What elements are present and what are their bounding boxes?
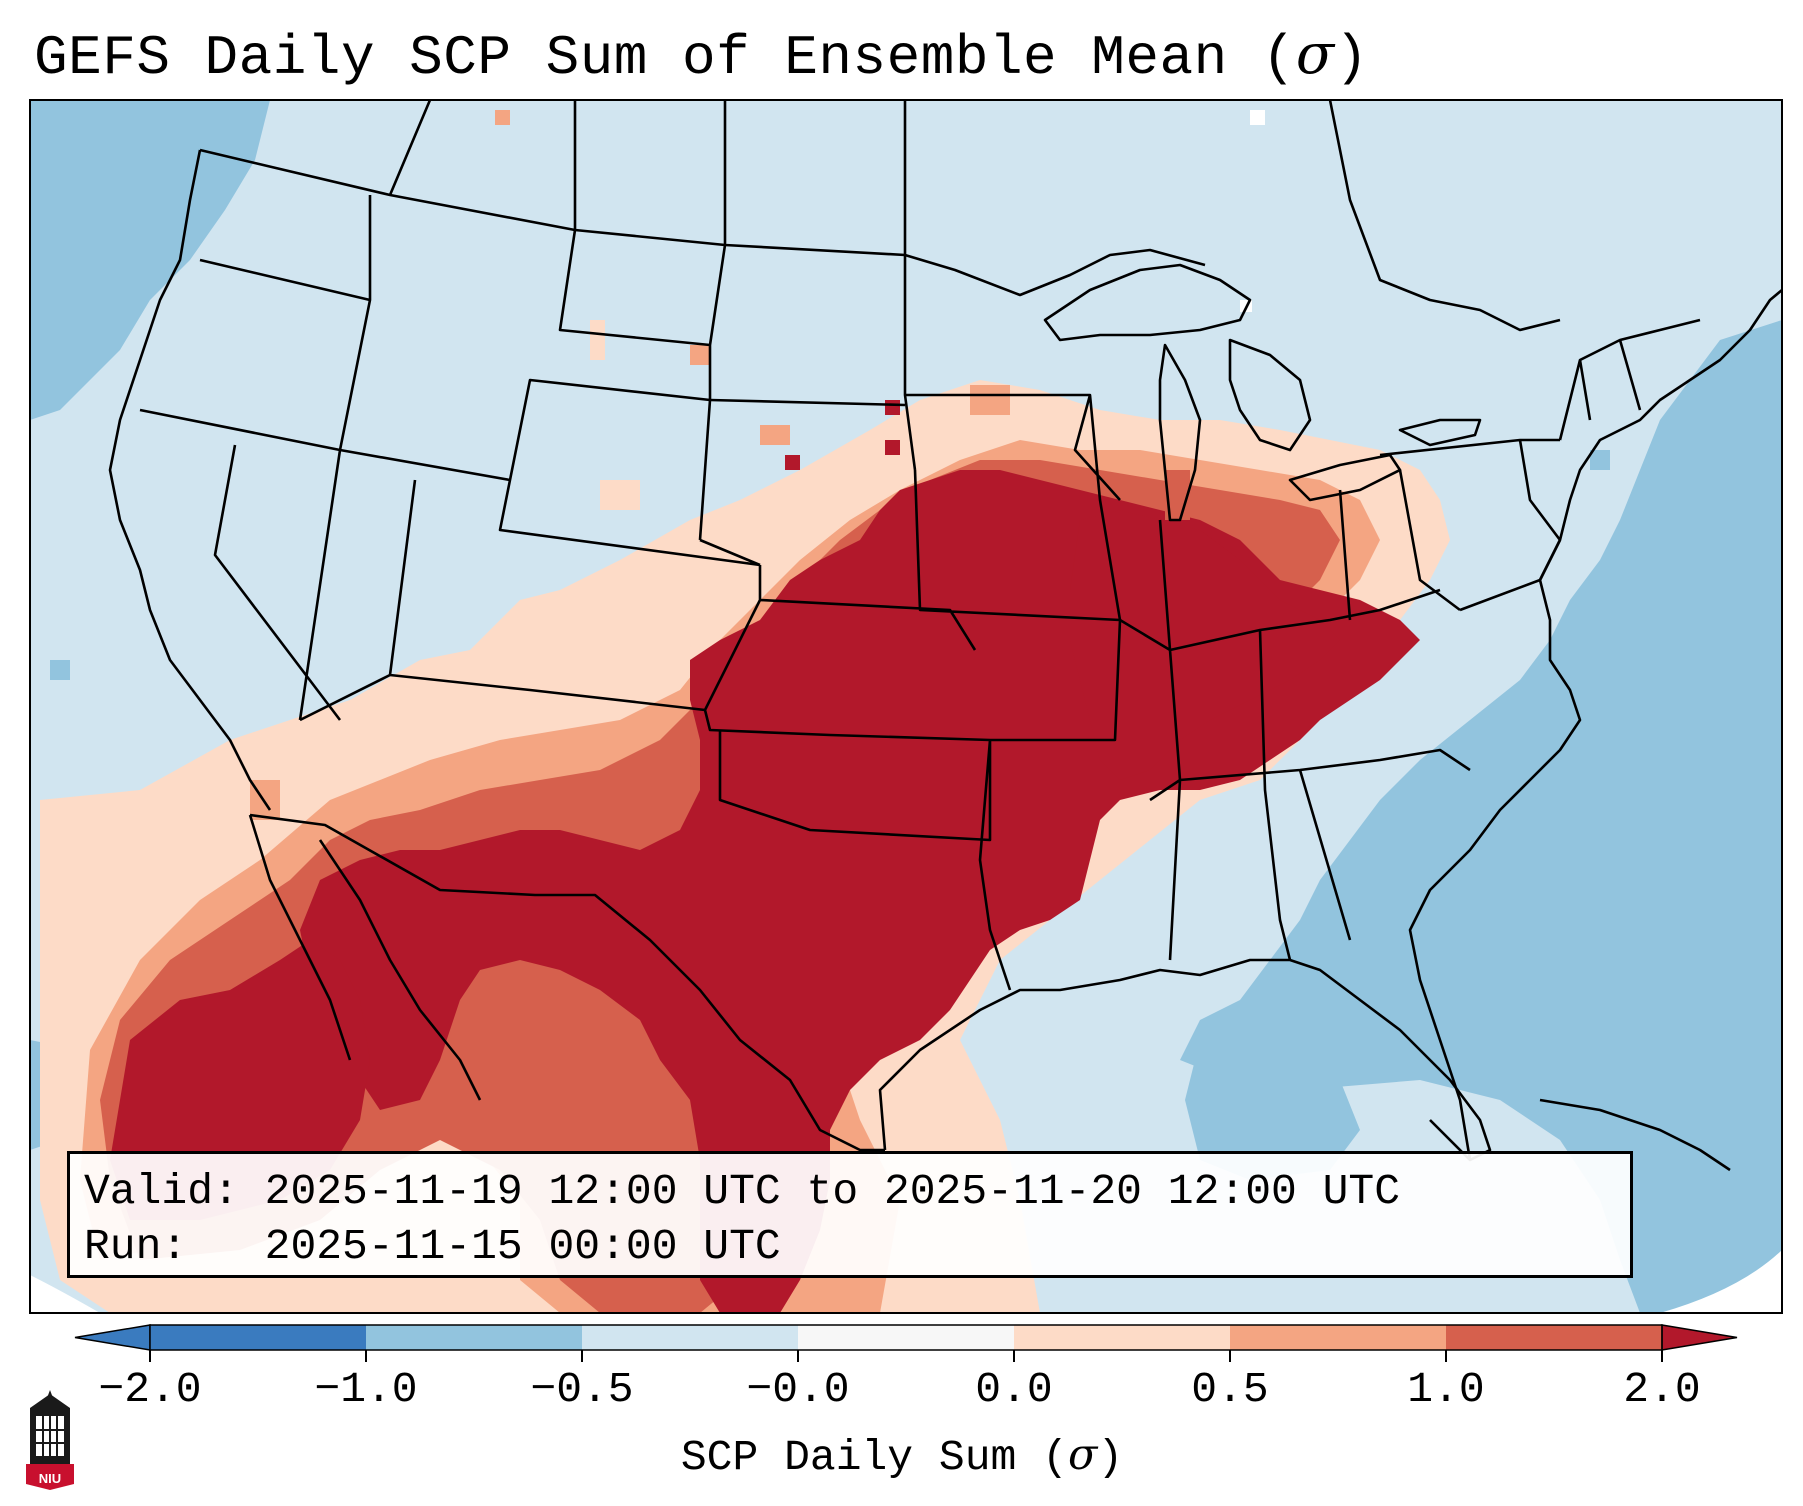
projection-edge-right xyxy=(1660,1250,1782,1313)
cell xyxy=(885,440,900,455)
colorbar-title-close: ) xyxy=(1097,1433,1124,1482)
title-close: ) xyxy=(1334,26,1369,90)
projection-edge-left xyxy=(30,1275,100,1313)
coastline-gulf xyxy=(878,958,1492,1162)
run-row: Run: 2025-11-15 00:00 UTC xyxy=(84,1219,1630,1274)
cell xyxy=(1680,560,1705,590)
colorbar-extend-low xyxy=(74,1324,151,1351)
colorbar-tick-label: 1.0 xyxy=(1407,1365,1485,1414)
colorbar-segment xyxy=(366,1325,583,1350)
validity-infobox: Valid: 2025-11-19 12:00 UTC to 2025-11-2… xyxy=(67,1151,1633,1278)
valid-row: Valid: 2025-11-19 12:00 UTC to 2025-11-2… xyxy=(84,1164,1630,1219)
colorbar-title: SCP Daily Sum (σ) xyxy=(681,1430,1123,1482)
figure-title: GEFS Daily SCP Sum of Ensemble Mean (σ) xyxy=(34,22,1369,90)
map-frame xyxy=(29,99,1783,1314)
colorbar-frame xyxy=(149,1324,1663,1351)
strong-positive-ohio-valley xyxy=(1070,510,1340,780)
cell xyxy=(590,320,605,360)
niu-tower-icon xyxy=(26,1390,74,1490)
cell xyxy=(830,455,850,475)
state-lines-northeast xyxy=(1379,318,1701,541)
lake-huron xyxy=(1228,338,1312,452)
colorbar-tick-label: −2.0 xyxy=(98,1365,202,1414)
lake-michigan xyxy=(1158,343,1202,522)
state-lines-east xyxy=(905,393,1562,961)
cell xyxy=(50,660,70,680)
lake-ontario xyxy=(1398,418,1482,447)
province-lines xyxy=(388,100,1561,332)
strong-positive-southwest xyxy=(110,940,370,1220)
valid-value: 2025-11-19 12:00 UTC to 2025-11-20 12:00… xyxy=(264,1167,1401,1216)
gulf-negative-region xyxy=(1185,1020,1360,1180)
colorbar-tick-label: −0.5 xyxy=(530,1365,634,1414)
cell xyxy=(1590,450,1610,470)
cell xyxy=(60,230,90,260)
coastline-west xyxy=(108,149,272,811)
cell xyxy=(600,480,640,510)
cell xyxy=(785,455,800,470)
colorbar-tick-label: −0.0 xyxy=(746,1365,850,1414)
cell xyxy=(495,110,510,125)
run-value: 2025-11-15 00:00 UTC xyxy=(264,1222,781,1271)
niu-logo: NIU xyxy=(22,1390,78,1490)
colorbar-extend-high xyxy=(1661,1324,1738,1351)
colorbar-tick-label: 0.0 xyxy=(975,1365,1053,1414)
colorbar-tick-label: 0.5 xyxy=(1191,1365,1269,1414)
cell xyxy=(970,385,1010,415)
scattered-cells xyxy=(50,110,1705,820)
lake-superior xyxy=(1043,263,1252,342)
border-us-canada xyxy=(199,148,1206,297)
colorbar-segment xyxy=(1014,1325,1231,1350)
valid-label: Valid: xyxy=(84,1167,239,1216)
colorbar-segment xyxy=(150,1325,367,1350)
coastline-cuba xyxy=(1539,1098,1731,1172)
colorbar-segment xyxy=(1446,1325,1663,1350)
cell xyxy=(885,400,900,415)
atlantic-negative-region xyxy=(1180,320,1782,1313)
cell xyxy=(690,345,710,365)
colorbar-segment xyxy=(582,1325,799,1350)
title-text: GEFS Daily SCP Sum of Ensemble Mean ( xyxy=(34,26,1296,90)
border-us-mexico xyxy=(249,813,885,1152)
colorbar-segment xyxy=(1230,1325,1447,1350)
state-lines-west xyxy=(139,195,761,722)
cell xyxy=(760,425,790,445)
title-sigma: σ xyxy=(1295,22,1335,87)
colorbar xyxy=(74,1324,1738,1362)
coastline-atlantic xyxy=(1408,289,1782,1161)
colorbar-tick-label: −1.0 xyxy=(314,1365,418,1414)
colorbar-title-text: SCP Daily Sum ( xyxy=(680,1433,1068,1482)
pacific-negative-region xyxy=(30,100,270,420)
niu-logo-text: NIU xyxy=(38,1471,62,1486)
cell xyxy=(50,140,80,170)
map-field xyxy=(30,100,1782,1313)
cell xyxy=(1640,600,1665,640)
coastline-baja xyxy=(248,814,482,1101)
run-label: Run: xyxy=(84,1222,188,1271)
colorbar-tick-label: 2.0 xyxy=(1623,1365,1701,1414)
colorbar-title-sigma: σ xyxy=(1067,1430,1098,1480)
colorbar-segment xyxy=(798,1325,1015,1350)
boundaries xyxy=(108,100,1782,1172)
cell xyxy=(1250,110,1265,125)
